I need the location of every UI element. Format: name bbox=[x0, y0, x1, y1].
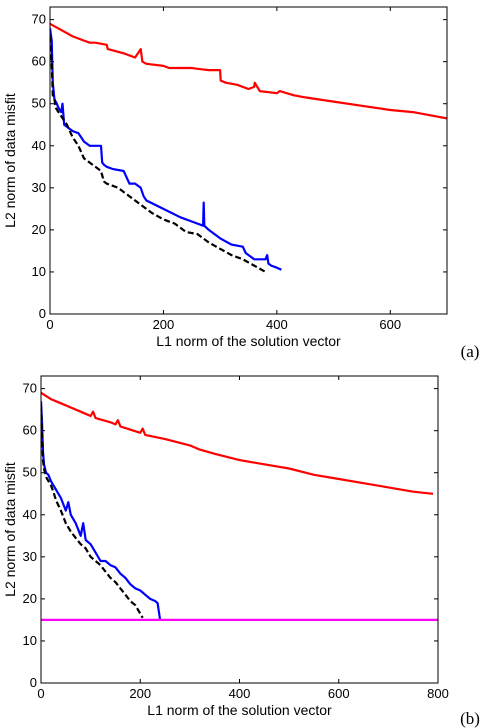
x-tick-label: 800 bbox=[427, 686, 449, 701]
x-tick-label: 200 bbox=[153, 317, 175, 332]
series-line-1 bbox=[41, 401, 162, 621]
y-axis-label: L2 norm of data misfit bbox=[2, 93, 18, 228]
series-group bbox=[41, 391, 438, 622]
x-tick-label: 200 bbox=[129, 686, 151, 701]
y-tick-label: 60 bbox=[32, 54, 46, 69]
series-line-1 bbox=[50, 27, 282, 271]
chart-panel-a: 0 200 400 600 0 10 20 30 40 50 60 70 L1 norm of the … bbox=[2, 6, 480, 361]
series-line-0 bbox=[41, 391, 434, 495]
y-axis-label: L2 norm of data misfit bbox=[2, 462, 18, 597]
y-tick-label: 0 bbox=[30, 675, 37, 690]
y-tick-label: 60 bbox=[23, 423, 37, 438]
x-tick-label: 600 bbox=[328, 686, 350, 701]
x-tick-label: 0 bbox=[46, 317, 53, 332]
y-tick-label: 30 bbox=[32, 180, 46, 195]
panel-label: (a) bbox=[461, 342, 480, 361]
chart-panel-b: 0 200 400 600 800 0 10 20 30 40 50 60 70 L1 norm of t… bbox=[2, 375, 480, 728]
y-tick-label: 30 bbox=[23, 549, 37, 564]
y-tick-label: 70 bbox=[23, 381, 37, 396]
plot-frame bbox=[40, 375, 439, 684]
x-tick-label: 0 bbox=[37, 686, 44, 701]
series-line-2 bbox=[50, 36, 267, 273]
y-tick-label: 70 bbox=[32, 12, 46, 27]
y-tick-label: 50 bbox=[32, 96, 46, 111]
x-tick-label: 400 bbox=[266, 317, 288, 332]
series-line-2 bbox=[41, 405, 144, 619]
x-tick-label: 400 bbox=[229, 686, 251, 701]
x-axis-label: L1 norm of the solution vector bbox=[156, 333, 341, 349]
y-tick-label: 20 bbox=[32, 222, 46, 237]
y-tick-label: 50 bbox=[23, 465, 37, 480]
panel-label: (b) bbox=[460, 709, 480, 728]
x-axis-label: L1 norm of the solution vector bbox=[147, 702, 332, 718]
y-tick-label: 10 bbox=[32, 264, 46, 279]
y-tick-label: 40 bbox=[32, 138, 46, 153]
y-tick-label: 40 bbox=[23, 507, 37, 522]
series-line-0 bbox=[50, 22, 447, 120]
series-group bbox=[50, 22, 447, 273]
plot-frame bbox=[49, 6, 448, 315]
y-tick-label: 0 bbox=[39, 306, 46, 321]
x-tick-label: 600 bbox=[379, 317, 401, 332]
y-tick-label: 10 bbox=[23, 633, 37, 648]
y-tick-label: 20 bbox=[23, 591, 37, 606]
